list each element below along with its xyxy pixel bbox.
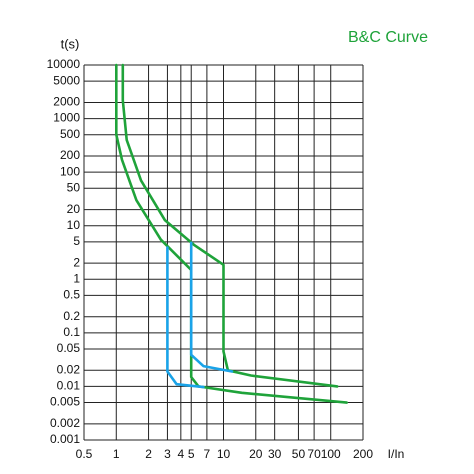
y-tick-label: 0.002: [50, 416, 80, 430]
y-tick-label: 0.5: [63, 288, 80, 302]
y-tick-label: 1: [73, 271, 80, 285]
y-tick-label: 50: [67, 180, 81, 194]
y-tick-label: 500: [60, 127, 80, 141]
x-tick-label: 30: [268, 447, 282, 461]
y-tick-label: 10000: [47, 57, 81, 71]
y-tick-label: 20: [67, 202, 81, 216]
y-tick-label: 0.02: [57, 362, 81, 376]
curve: [166, 246, 205, 389]
x-tick-label: 1: [113, 447, 120, 461]
y-tick-label: 100: [60, 164, 80, 178]
y-tick-label: 0.05: [57, 341, 81, 355]
x-tick-label: 20: [249, 447, 263, 461]
x-tick-label: 0.5: [76, 447, 93, 461]
x-tick-label: 70: [307, 447, 321, 461]
x-tick-label: 4: [177, 447, 184, 461]
y-tick-label: 0.2: [63, 309, 80, 323]
y-tick-label: 2000: [53, 95, 80, 109]
x-tick-label: 3: [164, 447, 171, 461]
y-tick-label: 5: [73, 234, 80, 248]
y-tick-label: 0.01: [57, 379, 81, 393]
y-tick-label: 0.1: [63, 325, 80, 339]
curve: [121, 63, 339, 388]
y-tick-label: 10: [67, 218, 81, 232]
chart-title: B&C Curve: [348, 29, 428, 46]
x-tick-label: 7: [204, 447, 211, 461]
x-tick-label: 200: [353, 447, 373, 461]
y-tick-label: 0.001: [50, 432, 80, 446]
y-tick-label: 0.005: [50, 395, 80, 409]
y-tick-label: 2: [73, 255, 80, 269]
y-tick-label: 1000: [53, 111, 80, 125]
y-axis-label: t(s): [61, 36, 80, 51]
curve: [115, 63, 348, 404]
y-tick-label: 200: [60, 148, 80, 162]
x-tick-label: 2: [145, 447, 152, 461]
x-tick-label: 10: [217, 447, 231, 461]
x-tick-label: 50: [292, 447, 306, 461]
y-tick-label: 5000: [53, 73, 80, 87]
curve: [189, 241, 234, 373]
x-tick-label: 100: [321, 447, 341, 461]
x-tick-label: 5: [188, 447, 195, 461]
x-axis-label: I/In: [388, 447, 405, 461]
